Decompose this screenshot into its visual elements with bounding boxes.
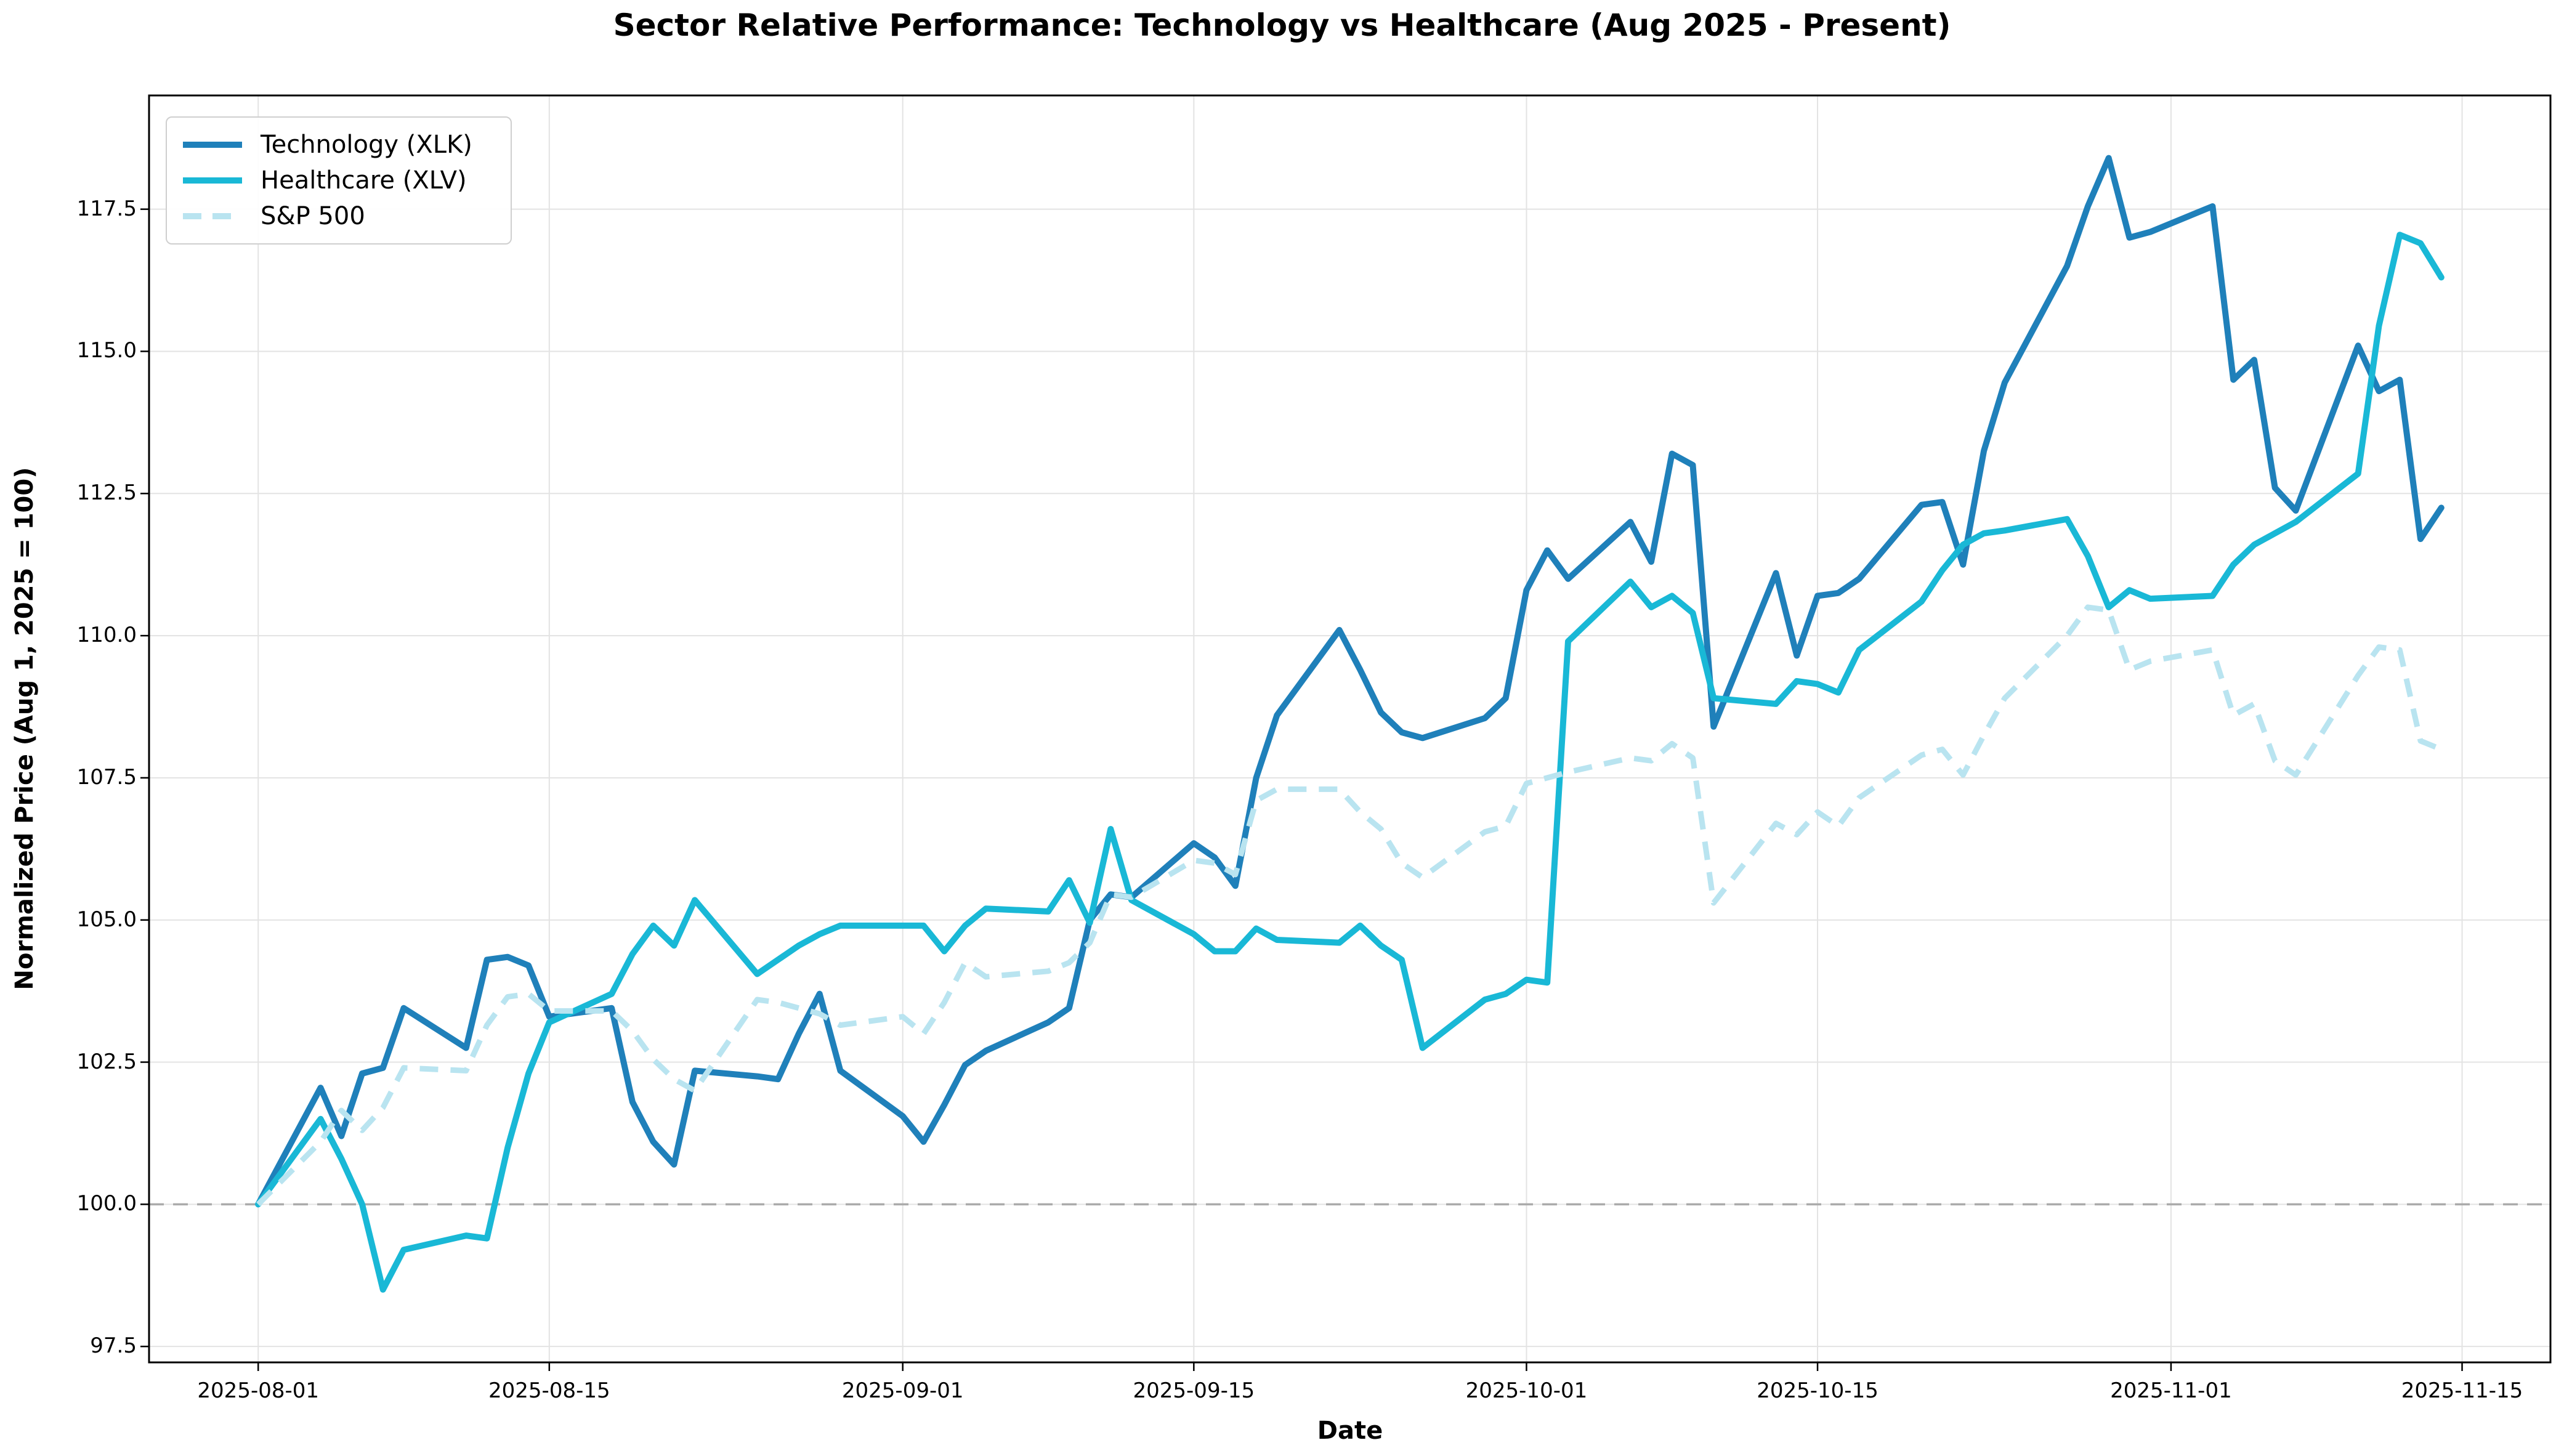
series-line-s-p-500 [256,604,2443,1207]
y-tick-label: 100.0 [76,1191,137,1216]
legend-swatch-sp500 [183,213,242,219]
y-tick-label: 105.0 [76,907,137,932]
legend-label-technology: Technology (XLK) [261,131,472,159]
x-tick-label: 2025-08-01 [197,1378,320,1403]
x-tick-label: 2025-11-01 [2110,1378,2232,1403]
legend-swatch-technology [183,142,242,148]
y-tick-label: 115.0 [76,338,137,363]
x-tick-label: 2025-11-15 [2401,1378,2523,1403]
legend-swatch-healthcare [183,177,242,184]
legend-item-technology: Technology (XLK) [183,127,498,162]
series-line-healthcare-xlv [255,232,2445,1293]
y-axis-label: Normalized Price (Aug 1, 2025 = 100) [10,467,39,990]
legend-item-healthcare: Healthcare (XLV) [183,163,498,198]
x-tick-label: 2025-09-01 [841,1378,964,1403]
legend-item-sp500: S&P 500 [183,199,498,233]
y-tick-label: 97.5 [90,1333,137,1359]
x-axis-label: Date [1317,1417,1383,1445]
y-tick-label: 107.5 [76,764,137,790]
legend: Technology (XLK) Healthcare (XLV) S&P 50… [166,116,512,245]
series-line-technology-xlk [255,155,2445,1208]
x-tick-label: 2025-08-15 [488,1378,610,1403]
y-tick-label: 117.5 [76,196,137,221]
x-tick-label: 2025-09-15 [1133,1378,1255,1403]
plot-spines [148,94,2552,1364]
x-tick-label: 2025-10-15 [1757,1378,1879,1403]
y-tick-label: 102.5 [76,1049,137,1074]
legend-label-sp500: S&P 500 [261,202,365,230]
y-tick-label: 112.5 [76,480,137,506]
chart-title: Sector Relative Performance: Technology … [613,7,1951,43]
x-tick-label: 2025-10-01 [1465,1378,1588,1403]
y-tick-label: 110.0 [76,623,137,648]
legend-label-healthcare: Healthcare (XLV) [261,166,467,195]
